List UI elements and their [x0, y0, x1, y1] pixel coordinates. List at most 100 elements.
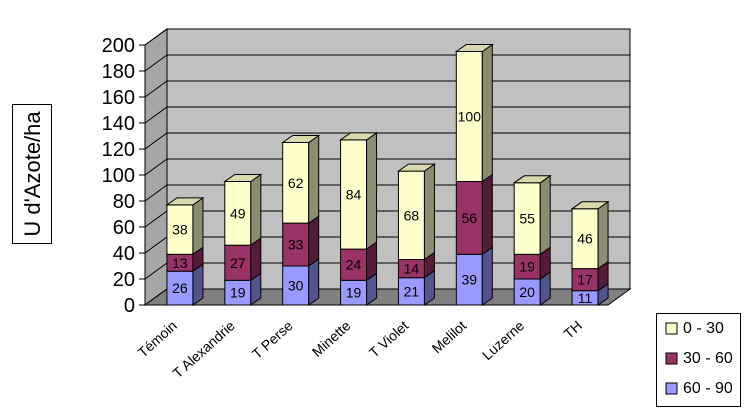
data-label: 84 — [346, 187, 362, 203]
data-label: 49 — [230, 205, 246, 221]
y-tick-label: 200 — [102, 35, 135, 57]
bar-top — [223, 174, 263, 182]
y-tick-label: 160 — [102, 87, 135, 109]
bar-side — [308, 258, 320, 306]
bar-front — [513, 278, 541, 306]
y-axis-ticks: 0 20 40 60 80 100 120 140 160 180 200 — [102, 35, 146, 317]
bar-segment: 17 — [571, 260, 609, 292]
category-label: Melilot — [429, 317, 470, 356]
bar-segment: 24 — [340, 241, 378, 282]
bar-segment: 13 — [166, 246, 204, 273]
bar-front — [282, 222, 310, 267]
bar-segment: 26 — [166, 263, 204, 306]
category-label: Minette — [309, 317, 354, 360]
bar-front — [282, 142, 310, 224]
bar-side — [597, 200, 609, 270]
bar-segment: 30 — [282, 258, 320, 306]
bar-segment: 33 — [282, 215, 320, 267]
data-label: 33 — [288, 237, 304, 253]
bar-front — [513, 253, 541, 280]
bar-front — [224, 279, 252, 306]
bar-stack: 39 56 100 — [454, 43, 494, 306]
y-tick-label: 40 — [113, 243, 135, 265]
bar-segment: 100 — [454, 43, 494, 183]
bar-top — [281, 135, 321, 143]
bar-front — [166, 204, 194, 255]
data-label: 13 — [172, 255, 188, 271]
y-tick-label: 60 — [113, 217, 135, 239]
bar-side — [308, 215, 320, 267]
bar-segment: 46 — [570, 200, 610, 270]
bar-side — [539, 174, 551, 256]
bar-front — [166, 270, 194, 306]
legend: 0 - 30 30 - 60 60 - 90 — [656, 313, 741, 407]
data-label: 26 — [172, 280, 188, 296]
bar-side — [481, 173, 493, 256]
bar-front — [340, 279, 368, 306]
bar-top — [396, 163, 437, 172]
y-tick-label: 100 — [102, 165, 135, 187]
bar-stack: 19 27 49 — [223, 173, 263, 306]
y-tick-label: 120 — [102, 139, 135, 161]
data-label: 27 — [230, 255, 246, 271]
data-label: 20 — [519, 284, 535, 300]
bar-front — [282, 265, 310, 306]
legend-label: 0 - 30 — [683, 320, 724, 337]
y-tick-label: 20 — [113, 269, 135, 291]
data-label: 100 — [458, 109, 482, 125]
bar-segment: 14 — [397, 251, 435, 279]
bar-side — [423, 163, 435, 261]
bar-front — [340, 248, 368, 281]
data-label: 68 — [404, 207, 420, 223]
bar-stack: 30 33 62 — [281, 134, 321, 306]
legend-item: 0 - 30 — [665, 320, 724, 337]
bar-front — [571, 208, 599, 270]
bar-side — [481, 43, 493, 183]
bar-segment: 38 — [165, 196, 205, 256]
y-tick-label: 140 — [102, 113, 135, 135]
plot-floor — [143, 288, 632, 306]
y-tick-label: 80 — [113, 191, 135, 213]
y-tick-label: 180 — [102, 61, 135, 83]
bar-front — [397, 277, 425, 306]
category-label: T Violet — [366, 317, 412, 360]
legend-label: 30 - 60 — [683, 350, 733, 367]
bar-segment: 62 — [281, 134, 321, 225]
bar-side — [192, 196, 204, 256]
bar-side — [481, 246, 493, 306]
data-label: 62 — [288, 175, 304, 191]
bar-top — [570, 201, 610, 210]
category-label: Luzerne — [479, 317, 527, 363]
data-label: 14 — [404, 261, 420, 277]
bar-segment: 20 — [513, 271, 551, 306]
bar-segment: 56 — [455, 173, 493, 256]
data-label: 19 — [346, 285, 362, 301]
data-label: 30 — [288, 278, 304, 294]
category-label: Témoin — [135, 317, 180, 360]
bar-front — [455, 181, 483, 255]
data-label: 39 — [462, 272, 478, 288]
category-label: T Perse — [249, 317, 296, 362]
bar-side — [308, 134, 320, 225]
legend-swatch — [665, 382, 678, 395]
data-label: 19 — [519, 259, 535, 275]
bar-segment: 19 — [513, 246, 551, 280]
bar-front — [513, 182, 541, 255]
y-tick-label: 0 — [124, 295, 135, 317]
bar-side — [250, 173, 262, 247]
bar-top — [165, 197, 205, 206]
legend-swatch — [665, 322, 678, 335]
bar-stack: 20 19 55 — [512, 174, 552, 306]
data-label: 11 — [578, 290, 593, 306]
bar-stack: 11 17 46 — [570, 200, 610, 306]
legend-swatch — [665, 352, 678, 365]
gridline — [144, 28, 630, 46]
category-label: TH — [560, 317, 585, 341]
data-label: 56 — [462, 210, 478, 226]
bar-segment: 49 — [223, 173, 263, 247]
data-label: 21 — [404, 283, 420, 299]
legend-label: 60 - 90 — [683, 380, 733, 397]
data-label: 38 — [172, 222, 188, 238]
